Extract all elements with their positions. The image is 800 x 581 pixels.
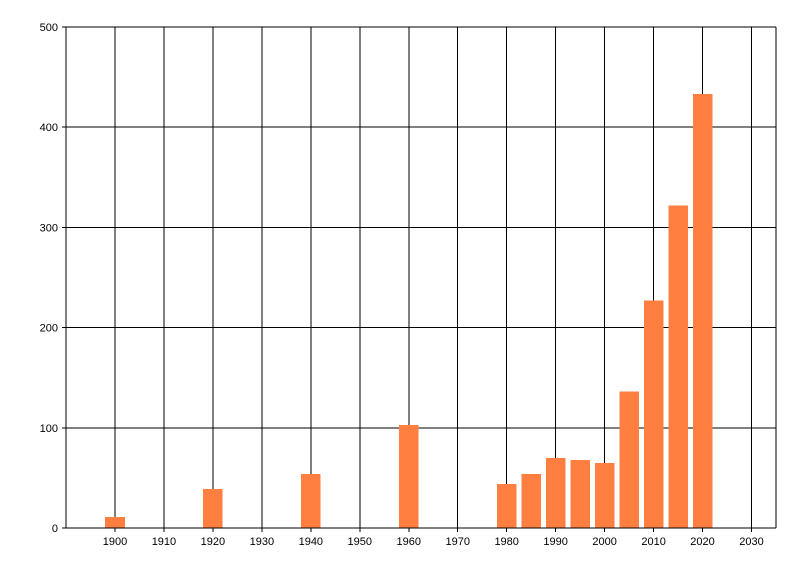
y-tick-label: 300 bbox=[40, 222, 58, 234]
bar-1990 bbox=[545, 457, 566, 528]
x-tick-label: 1940 bbox=[299, 536, 323, 548]
x-tick-label: 1910 bbox=[152, 536, 176, 548]
x-tick-label: 2010 bbox=[641, 536, 665, 548]
bar-2000 bbox=[594, 462, 615, 528]
bar-1900 bbox=[105, 516, 125, 528]
x-tick-label: 1950 bbox=[348, 536, 372, 548]
x-tick-label: 1980 bbox=[494, 536, 518, 548]
bar-1920 bbox=[203, 488, 223, 528]
x-tick-label: 2030 bbox=[739, 536, 763, 548]
bar-1985 bbox=[521, 473, 541, 528]
bar-2020 bbox=[692, 94, 713, 528]
x-tick-label: 1930 bbox=[250, 536, 274, 548]
x-tick-label: 1990 bbox=[543, 536, 567, 548]
x-tick-label: 1900 bbox=[103, 536, 127, 548]
y-tick-label: 100 bbox=[40, 423, 58, 435]
bar-2005 bbox=[619, 391, 639, 528]
x-tick-label: 1970 bbox=[445, 536, 469, 548]
bar-1980 bbox=[496, 483, 517, 528]
y-tick-label: 0 bbox=[52, 523, 58, 535]
x-tick-label: 2020 bbox=[690, 536, 714, 548]
y-tick-label: 200 bbox=[40, 323, 58, 335]
y-tick-label: 500 bbox=[40, 22, 58, 34]
bar-2015 bbox=[668, 205, 688, 528]
bar-1995 bbox=[570, 459, 590, 528]
x-tick-label: 1920 bbox=[201, 536, 225, 548]
x-tick-label: 1960 bbox=[397, 536, 421, 548]
bar-1960 bbox=[398, 424, 419, 528]
bar-2010 bbox=[643, 300, 664, 528]
y-tick-label: 400 bbox=[40, 122, 58, 134]
bar-1940 bbox=[301, 473, 321, 528]
x-tick-label: 2000 bbox=[592, 536, 616, 548]
